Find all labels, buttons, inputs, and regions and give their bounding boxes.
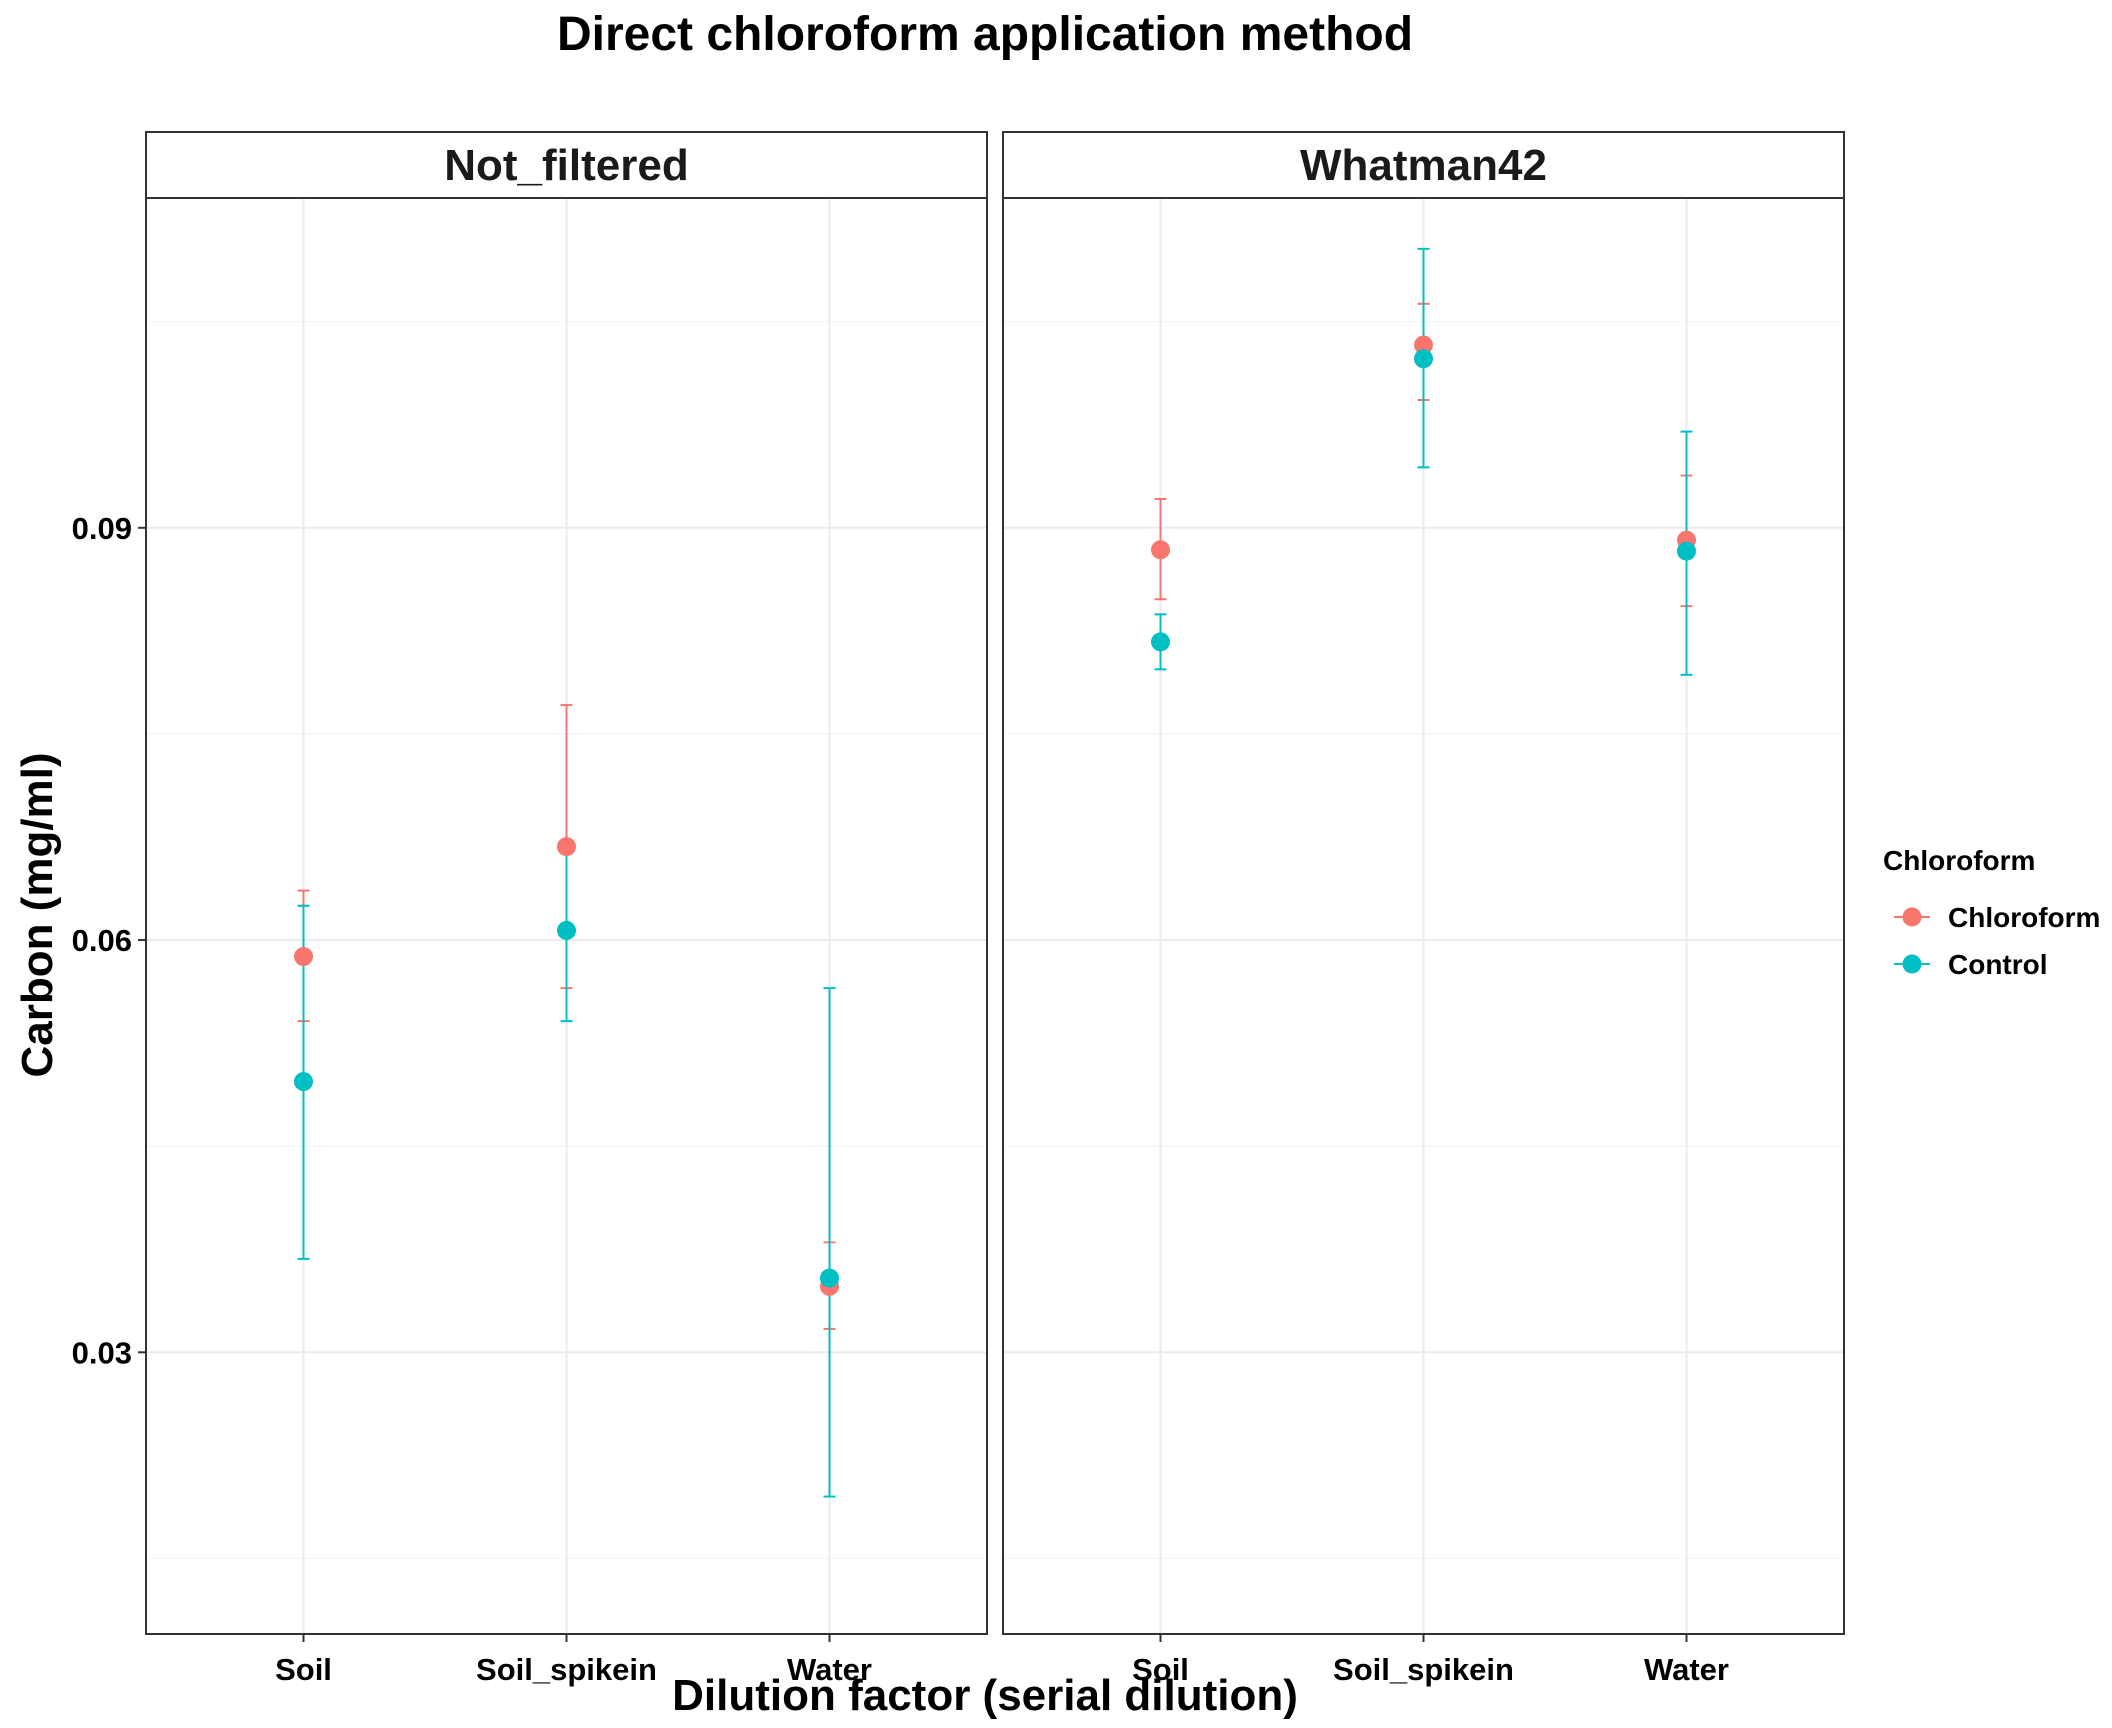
panel-whatman42: Whatman42 Soil Soil_spikein Water — [1002, 131, 1845, 1687]
data-point-control — [1677, 541, 1696, 561]
y-axis-title: Carbon (mg/ml) — [13, 752, 62, 1077]
data-point-control — [820, 1268, 839, 1288]
data-point-control — [1414, 349, 1433, 369]
legend-entry-control: Control — [1894, 949, 2048, 980]
y-tick-label: 0.06 — [72, 923, 132, 958]
x-tick-label: Water — [1644, 1652, 1729, 1687]
data-point-chloroform — [294, 947, 313, 967]
legend-key-point — [1902, 907, 1922, 927]
y-tick-label: 0.09 — [72, 511, 132, 546]
facet-strip — [1002, 131, 1845, 199]
legend-label: Chloroform — [1948, 902, 2100, 933]
x-axis-title: Dilution factor (serial dilution) — [672, 1671, 1298, 1720]
legend-label: Control — [1948, 949, 2048, 980]
facet-strip-label: Not_filtered — [444, 141, 688, 190]
data-point-control — [557, 920, 576, 940]
x-tick-label: Soil — [1132, 1652, 1189, 1687]
legend: Chloroform Chloroform Control — [1883, 845, 2100, 980]
y-tick-label: 0.03 — [72, 1335, 132, 1370]
data-point-control — [1151, 632, 1170, 652]
data-point-chloroform — [1151, 540, 1170, 560]
facet-strip — [145, 131, 988, 199]
legend-title: Chloroform — [1883, 845, 2035, 876]
data-point-control — [294, 1072, 313, 1092]
panel-not_filtered: Not_filtered Soil Soil_spikein Water — [145, 131, 988, 1687]
data-point-chloroform — [557, 837, 576, 857]
x-tick-label: Soil_spikein — [476, 1652, 657, 1687]
chart-title: Direct chloroform application method — [557, 8, 1413, 61]
data-point-chloroform — [1414, 335, 1433, 355]
x-tick-label: Soil — [275, 1652, 332, 1687]
x-tick-label: Soil_spikein — [1333, 1652, 1514, 1687]
x-tick-label: Water — [787, 1652, 872, 1687]
facet-strip-label: Whatman42 — [1300, 141, 1547, 190]
y-axis: 0.03 0.06 0.09 — [72, 511, 146, 1370]
legend-entry-chloroform: Chloroform — [1894, 902, 2100, 933]
legend-key-point — [1902, 954, 1922, 974]
